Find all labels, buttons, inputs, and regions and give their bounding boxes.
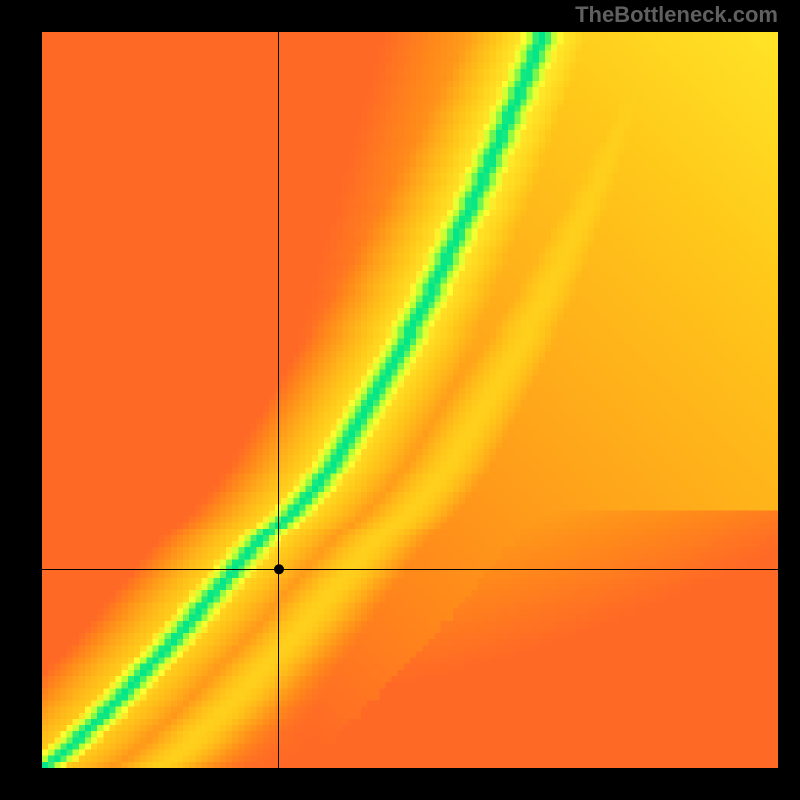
watermark-text: TheBottleneck.com xyxy=(575,2,778,28)
chart-container: TheBottleneck.com xyxy=(0,0,800,800)
crosshair-marker xyxy=(42,32,778,768)
plot-area xyxy=(42,32,778,768)
marker-dot xyxy=(274,564,284,574)
